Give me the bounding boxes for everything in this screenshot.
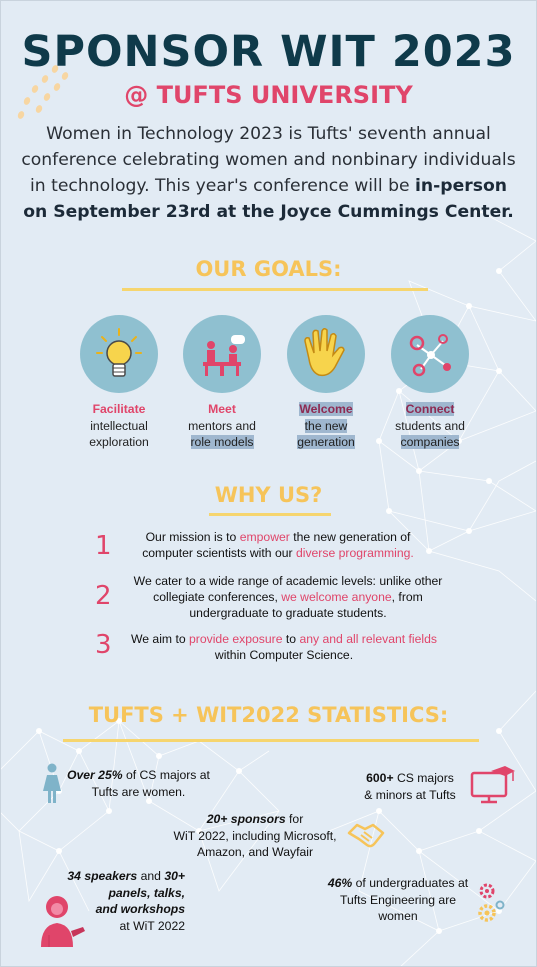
goal-line: students and [395, 418, 465, 433]
goal-line: exploration [89, 435, 149, 449]
goals-divider [122, 288, 428, 291]
stat-speakers: 34 speakers and 30+ panels, talks, and w… [67, 869, 185, 933]
network-icon [391, 315, 469, 393]
goal-key: Connect [405, 402, 455, 416]
woman-icon [43, 763, 61, 803]
stat-engineering-women: 46% of undergraduates at Tufts Engineeri… [327, 876, 469, 923]
goal-line: generation [297, 435, 355, 449]
goal-key: Facilitate [92, 402, 146, 416]
gears-icon [478, 883, 505, 922]
why-item-2: We cater to a wide range of academic lev… [133, 574, 443, 620]
lightbulb-icon [80, 315, 158, 393]
goal-line: companies [400, 435, 460, 449]
page-title: SPONSOR WIT 2023 [21, 27, 516, 77]
waving-hand-icon [287, 315, 365, 393]
goal-line: mentors and [188, 418, 256, 433]
goal-line: the new [304, 418, 348, 433]
stats-heading: TUFTS + WIT2022 STATISTICS: [88, 703, 449, 727]
page-subtitle: @ TUFTS UNIVERSITY [124, 81, 413, 109]
speaker-woman-icon [41, 896, 85, 947]
decorative-dots [17, 65, 69, 119]
computer-graduation-icon [470, 766, 515, 804]
goal-facilitate: Facilitate intellectual exploration [64, 315, 174, 451]
stat-women-majors: Over 25% of CS majors at Tufts are women… [67, 768, 210, 799]
goal-welcome: Welcome the new generation [271, 315, 381, 451]
intro-bold-text: in-person on September 23rd at the Joyce… [23, 176, 514, 222]
why-number: 3 [95, 630, 112, 660]
goal-line: intellectual [90, 418, 148, 433]
goal-key: Welcome [299, 402, 353, 416]
why-item-3: We aim to provide exposure to any and al… [130, 632, 437, 662]
why-heading: WHY US? [214, 483, 323, 507]
goal-line: role models [190, 435, 254, 449]
goals-heading: OUR GOALS: [195, 257, 342, 281]
why-divider [209, 513, 331, 516]
stats-divider [63, 739, 479, 742]
stat-cs-majors: 600+ CS majors & minors at Tufts [364, 771, 456, 802]
meeting-icon [183, 315, 261, 393]
stat-sponsors: 20+ sponsors for WiT 2022, including Mic… [173, 812, 337, 859]
intro-text: Women in Technology 2023 is Tufts' seven… [21, 124, 516, 196]
handshake-icon [347, 823, 385, 848]
goal-connect: Connect students and companies [375, 315, 485, 451]
intro-paragraph: Women in Technology 2023 is Tufts' seven… [15, 121, 522, 225]
why-number: 2 [95, 581, 112, 611]
why-item-1: Our mission is to empower the new genera… [142, 530, 414, 560]
goal-key: Meet [208, 402, 236, 416]
why-number: 1 [95, 531, 112, 561]
goal-meet: Meet mentors and role models [167, 315, 277, 451]
